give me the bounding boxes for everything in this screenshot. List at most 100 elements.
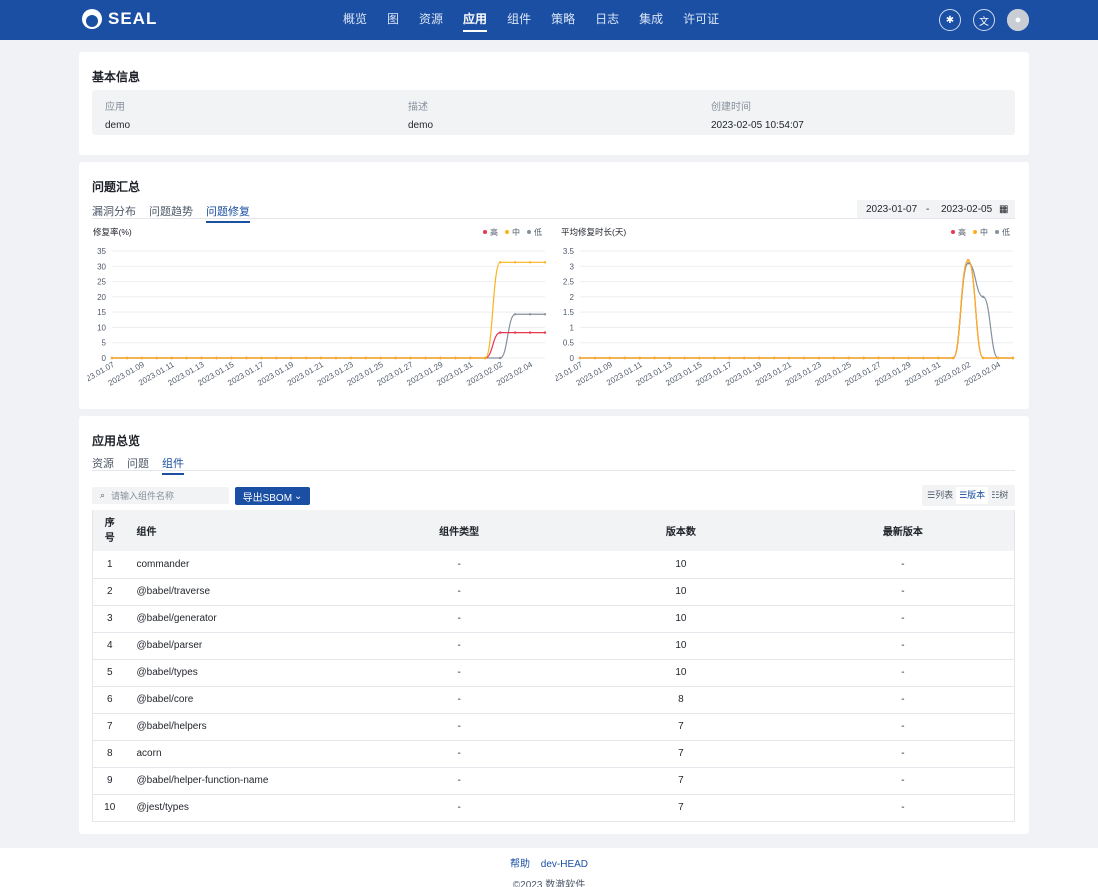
component-name: @babel/parser <box>126 632 349 660</box>
info-value: 2023-02-05 10:54:07 <box>711 120 804 131</box>
help-link[interactable]: 帮助 <box>509 859 530 870</box>
nav-item[interactable]: 组件 <box>507 12 532 26</box>
legend-marker <box>505 230 509 234</box>
version-count: 10 <box>570 551 792 579</box>
table-row[interactable]: 5 @babel/types -10- <box>92 659 1015 687</box>
data-point <box>469 356 472 360</box>
footer: 帮助 dev-HEAD ©2023 数澈软件 <box>0 848 1098 887</box>
y-tick-label: 3.5 <box>563 247 575 256</box>
data-point <box>543 331 547 334</box>
basic-info-card: 基本信息 应用 demo 描述 demo 创建时间 2023-02-05 10:… <box>79 52 1029 155</box>
nav-item[interactable]: 资源 <box>419 12 444 26</box>
series-line-1 <box>112 261 545 359</box>
date-end: 2023-02-05 <box>941 203 993 215</box>
series-line-0 <box>580 259 1013 359</box>
data-point <box>334 356 338 360</box>
data-point <box>424 356 427 360</box>
latest-version: - <box>791 659 1015 687</box>
data-point <box>668 356 671 360</box>
tree-icon: ☷ <box>991 490 1000 500</box>
version-count: 7 <box>570 794 792 822</box>
component-search-input[interactable] <box>111 490 217 501</box>
table-row[interactable]: 8 acorn -7- <box>92 740 1015 768</box>
component-name: @babel/traverse <box>126 578 349 606</box>
issues-card: 问题汇总 漏洞分布 问题趋势 问题修复 2023-01-07 - 2023-02… <box>79 162 1029 409</box>
nav-item[interactable]: 许可证 <box>683 12 720 26</box>
brand-name: SEAL <box>108 9 158 28</box>
component-type: - <box>348 740 571 768</box>
avg-fix-time-chart: 平均修复时长(天) 高中低00.511.522.533.52023.01.0720… <box>555 227 1015 388</box>
table-row[interactable]: 10 @jest/types -7- <box>92 794 1015 822</box>
nav-item[interactable]: 概览 <box>343 12 368 26</box>
y-tick-label: 10 <box>97 323 106 332</box>
nav-item[interactable]: 图 <box>387 12 400 26</box>
translate-icon[interactable]: 文 <box>973 9 995 31</box>
data-point <box>608 356 612 360</box>
tab-components[interactable]: 组件 <box>162 455 184 475</box>
component-name: @babel/helpers <box>126 713 349 741</box>
component-name: commander <box>126 551 349 579</box>
tab-resources[interactable]: 资源 <box>92 458 114 470</box>
bug-icon[interactable]: ✱ <box>939 9 961 31</box>
overview-title: 应用总览 <box>92 434 141 448</box>
nav-item[interactable]: 日志 <box>595 12 620 26</box>
component-type: - <box>348 659 571 687</box>
y-tick-label: 0 <box>102 354 107 363</box>
version-count: 7 <box>570 740 792 768</box>
view-label: 列表 <box>935 490 954 500</box>
data-point <box>698 356 701 360</box>
table-row[interactable]: 4 @babel/parser -10- <box>92 632 1015 660</box>
legend-label: 高 <box>490 227 498 237</box>
nav-item[interactable]: 策略 <box>551 12 576 26</box>
data-point <box>743 356 746 360</box>
footer-links: 帮助 dev-HEAD <box>0 855 1098 870</box>
tab-issue-trend[interactable]: 问题趋势 <box>149 206 193 218</box>
latest-version: - <box>791 686 1015 714</box>
version-link[interactable]: dev-HEAD <box>540 859 589 870</box>
data-point <box>499 356 502 360</box>
version-count: 10 <box>570 632 792 660</box>
view-version[interactable]: ☰版本 <box>956 487 989 504</box>
legend-marker <box>995 230 999 234</box>
tab-issues[interactable]: 问题 <box>127 458 149 470</box>
data-point <box>484 356 487 360</box>
row-index: 2 <box>92 578 127 606</box>
data-point <box>260 356 263 360</box>
tab-vuln-distribution[interactable]: 漏洞分布 <box>92 206 136 218</box>
data-point <box>713 356 716 360</box>
y-tick-label: 2 <box>570 293 575 302</box>
export-sbom-button[interactable]: 导出SBOM ⌄ <box>235 487 310 505</box>
logo[interactable]: SEAL <box>82 9 157 29</box>
tabs-divider <box>92 470 1015 471</box>
legend-label: 低 <box>534 227 542 237</box>
component-name: @babel/types <box>126 659 349 687</box>
view-tree[interactable]: ☷树 <box>988 487 1011 504</box>
data-point <box>364 356 368 360</box>
seal-logo-icon <box>82 9 102 29</box>
series-line-0 <box>112 332 545 359</box>
table-body: 1 commander -10-2 @babel/traverse -10-3 @babe… <box>92 551 1015 822</box>
view-list[interactable]: ☰列表 <box>924 487 956 504</box>
tab-issue-fix[interactable]: 问题修复 <box>206 203 250 223</box>
nav-item[interactable]: 应用 <box>463 0 488 40</box>
data-point <box>528 313 532 316</box>
data-point <box>981 356 985 360</box>
chart-title: 修复率(%) <box>93 227 132 237</box>
data-point <box>877 356 880 360</box>
table-row[interactable]: 9 @babel/helper-function-name -7- <box>92 767 1015 795</box>
table-row[interactable]: 3 @babel/generator -10- <box>92 605 1015 633</box>
data-point <box>847 356 850 360</box>
col-latest-version: 最新版本 <box>791 510 1015 551</box>
table-row[interactable]: 7 @babel/helpers -7- <box>92 713 1015 741</box>
table-row[interactable]: 2 @babel/traverse -10- <box>92 578 1015 606</box>
user-avatar[interactable]: ● <box>1007 9 1029 31</box>
list-icon: ☰ <box>927 490 936 500</box>
data-point <box>200 356 203 360</box>
legend-marker <box>951 230 955 234</box>
y-tick-label: 30 <box>97 262 106 271</box>
export-sbom-label: 导出SBOM <box>242 492 293 504</box>
nav-item[interactable]: 集成 <box>639 12 664 26</box>
date-range-picker[interactable]: 2023-01-07 - 2023-02-05 ▦ <box>857 200 1015 218</box>
table-row[interactable]: 6 @babel/core -8- <box>92 686 1015 714</box>
table-row[interactable]: 1 commander -10- <box>92 551 1015 579</box>
